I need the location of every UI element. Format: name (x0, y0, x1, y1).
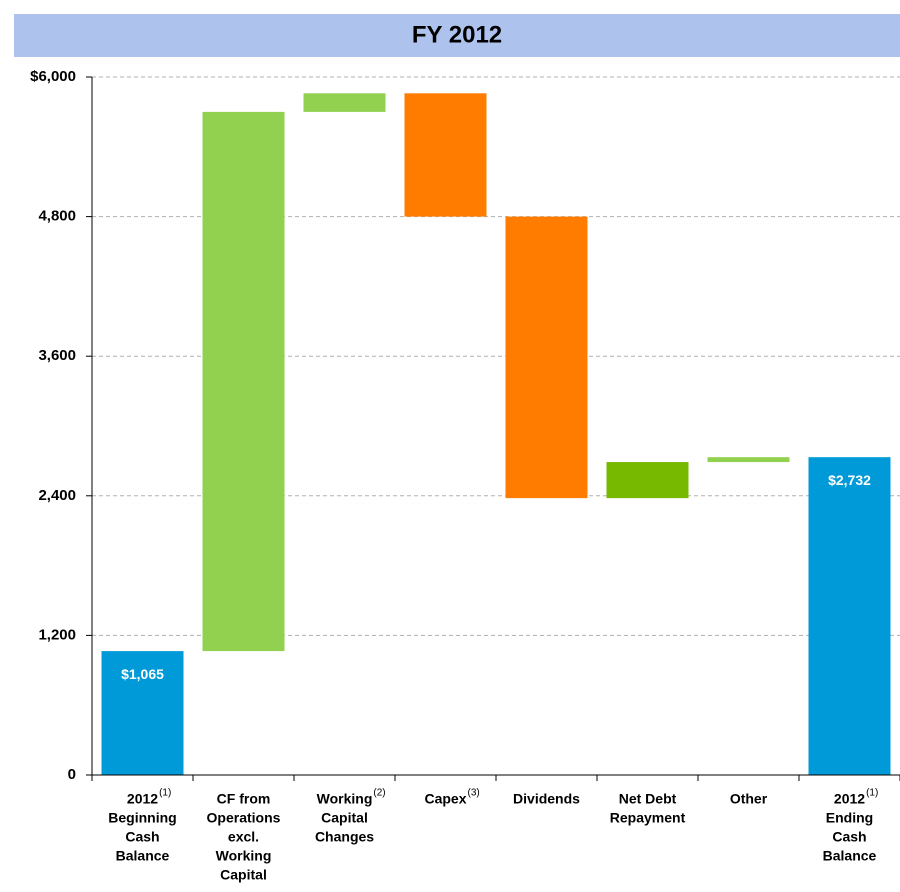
value-label: $1,065 (121, 666, 164, 682)
title-band (14, 14, 900, 57)
x-tick-label: Beginning (108, 810, 176, 826)
x-tick-label: Ending (826, 810, 873, 826)
x-tick-label: Other (730, 791, 768, 807)
category-note: (1) (159, 788, 171, 799)
x-tick-label: 2012 (834, 791, 865, 807)
x-tick-label: Capex (424, 791, 466, 807)
category-note: (3) (468, 788, 480, 799)
x-tick-label: excl. (228, 829, 259, 845)
y-tick-label: $6,000 (30, 68, 76, 85)
x-tick-label: Operations (207, 810, 281, 826)
x-tick-label: Cash (125, 829, 159, 845)
x-tick-label: Cash (832, 829, 866, 845)
x-tick-label: Working (317, 791, 373, 807)
y-tick-label: 0 (68, 766, 76, 783)
bar (101, 651, 184, 775)
bar (707, 457, 790, 463)
x-tick-label: 2012 (127, 791, 158, 807)
x-tick-label: Capital (220, 867, 267, 883)
y-tick-label: 2,400 (38, 487, 76, 504)
x-tick-label: CF from (217, 791, 271, 807)
bar (808, 457, 891, 775)
category-note: (1) (866, 788, 878, 799)
x-tick-label: Balance (116, 848, 170, 864)
x-tick-label: Balance (823, 848, 877, 864)
bar (505, 216, 588, 499)
category-note: (2) (373, 788, 385, 799)
x-tick-label: Repayment (610, 810, 686, 826)
y-tick-label: 4,800 (38, 208, 76, 225)
bar (606, 462, 689, 499)
bar (202, 111, 285, 652)
value-label: $2,732 (828, 472, 871, 488)
chart-title: FY 2012 (412, 21, 502, 48)
x-tick-label: Changes (315, 829, 374, 845)
bar (404, 93, 487, 217)
x-tick-label: Net Debt (619, 791, 677, 807)
y-tick-label: 3,600 (38, 347, 76, 364)
bar (303, 93, 386, 112)
x-tick-label: Dividends (513, 791, 580, 807)
x-tick-label: Capital (321, 810, 368, 826)
y-tick-label: 1,200 (38, 626, 76, 643)
x-tick-label: Working (216, 848, 272, 864)
